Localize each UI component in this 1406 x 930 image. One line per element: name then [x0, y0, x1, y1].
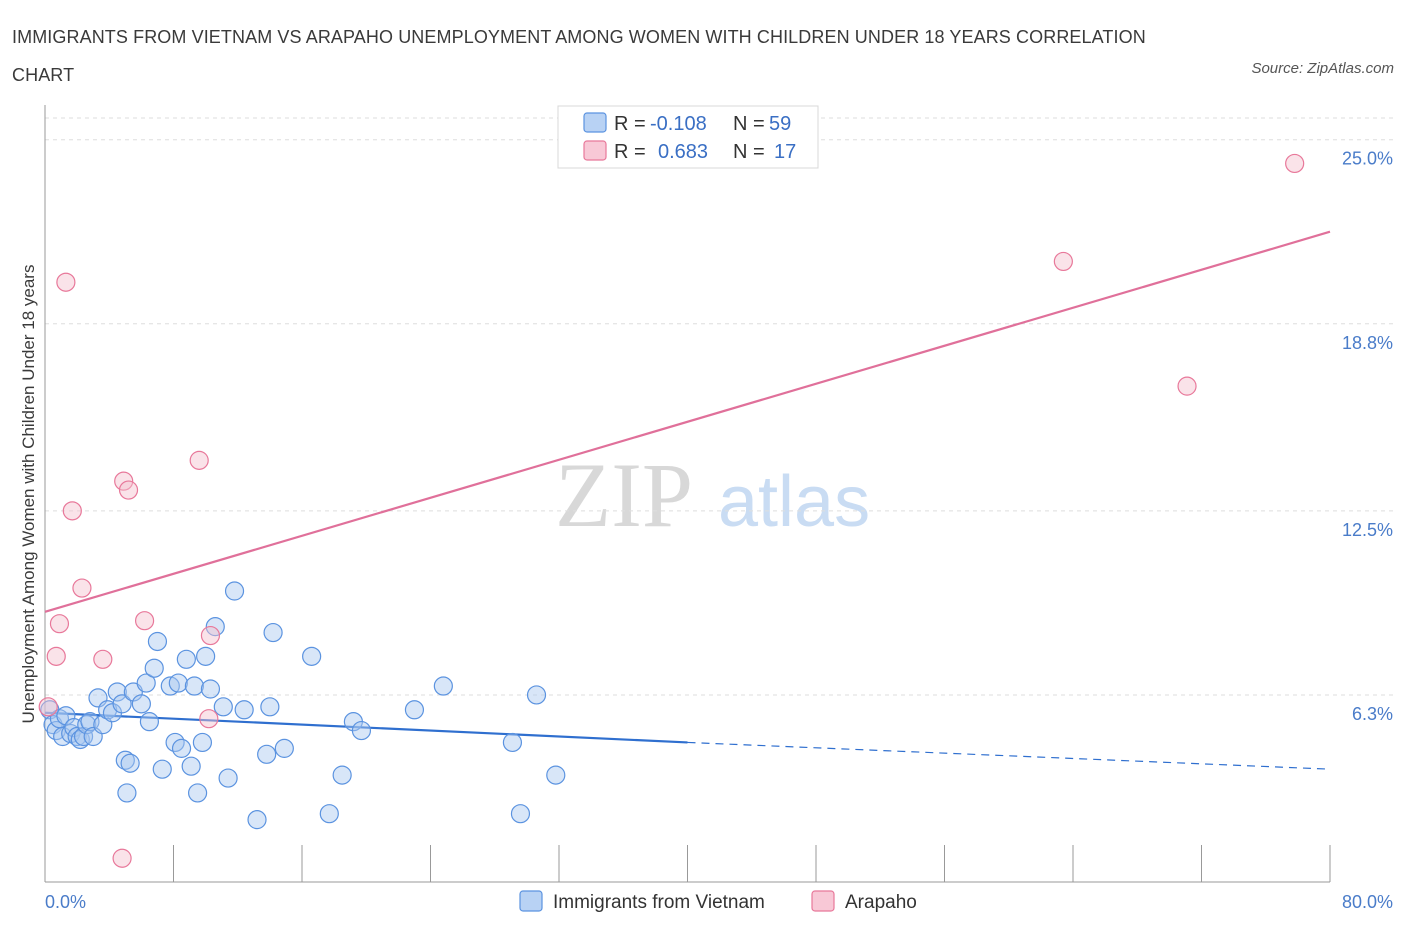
tick-labels: 6.3% 12.5% 18.8% 25.0% 0.0% 80.0% [45, 149, 1393, 912]
x-tick-label: 0.0% [45, 892, 86, 912]
legend-n-value-vietnam: 59 [769, 113, 791, 135]
point-vietnam [131, 694, 151, 714]
trend-line-arapaho [44, 230, 1331, 613]
point-arapaho [49, 614, 70, 634]
point-vietnam [257, 744, 277, 764]
point-vietnam [107, 682, 127, 702]
point-vietnam [263, 622, 283, 643]
correlation-legend: R = -0.108 N = 59 R = 0.683 N = 17 [557, 105, 819, 169]
point-vietnam [213, 697, 233, 717]
legend-r-value-vietnam: -0.108 [650, 113, 707, 135]
point-vietnam [144, 658, 164, 678]
point-vietnam [152, 759, 172, 779]
point-vietnam [302, 646, 322, 666]
point-arapaho [93, 649, 113, 669]
series-legend-label-arapaho: Arapaho [845, 892, 917, 913]
point-vietnam [117, 783, 137, 803]
point-arapaho [189, 450, 209, 470]
legend-r-value-arapaho: 0.683 [658, 141, 708, 163]
point-vietnam [181, 756, 201, 776]
point-arapaho [56, 272, 76, 292]
legend-r-label-arapaho: R = [614, 141, 646, 163]
series-legend-swatch-vietnam [519, 890, 543, 912]
point-arapaho [112, 848, 132, 868]
point-vietnam [247, 810, 267, 830]
point-vietnam [332, 765, 352, 785]
point-vietnam [510, 804, 531, 824]
point-arapaho [38, 697, 58, 717]
y-tick-label: 18.8% [1342, 333, 1393, 353]
gridlines [45, 117, 1395, 696]
legend-n-value-arapaho: 17 [774, 141, 796, 163]
point-arapaho [1053, 251, 1073, 272]
legend-swatch-arapaho [583, 140, 607, 161]
point-vietnam [171, 738, 192, 758]
point-vietnam [77, 715, 97, 735]
point-vietnam [184, 676, 204, 696]
point-vietnam [196, 646, 216, 666]
y-axis-label: Unemployment Among Women with Children U… [19, 265, 38, 724]
axes [44, 105, 1331, 883]
source-label: Source: ZipAtlas.com [1251, 60, 1394, 77]
y-tick-label: 25.0% [1342, 149, 1393, 169]
point-vietnam [139, 712, 160, 732]
trend-line-vietnam-extension [687, 741, 1331, 770]
legend-swatch-vietnam [583, 112, 607, 133]
point-vietnam [187, 783, 208, 803]
point-arapaho [1177, 376, 1197, 396]
point-vietnam [218, 768, 238, 788]
point-vietnam [526, 685, 547, 705]
point-vietnam [502, 732, 523, 753]
point-arapaho [1285, 153, 1305, 174]
point-vietnam [319, 804, 339, 824]
x-tick-label: 80.0% [1342, 892, 1393, 912]
data-points [38, 153, 1305, 868]
point-vietnam [351, 720, 372, 741]
chart-title: IMMIGRANTS FROM VIETNAM VS ARAPAHO UNEMP… [12, 27, 1146, 85]
trend-lines [44, 230, 1331, 770]
point-vietnam [120, 753, 140, 773]
point-vietnam [260, 697, 280, 717]
point-arapaho [46, 646, 66, 666]
point-vietnam [205, 617, 225, 637]
point-arapaho [72, 578, 92, 598]
legend-n-label-vietnam: N = [733, 113, 765, 135]
point-vietnam [234, 700, 254, 720]
series-legend: Immigrants from Vietnam Arapaho [519, 890, 917, 913]
watermark-zip: ZIP [555, 444, 693, 546]
point-vietnam [112, 694, 132, 714]
point-vietnam [176, 649, 196, 669]
point-vietnam [274, 738, 294, 758]
point-vietnam [147, 631, 168, 652]
trend-line-vietnam [44, 711, 688, 744]
point-arapaho [118, 480, 139, 500]
legend-n-label-arapaho: N = [733, 141, 765, 163]
point-vietnam [404, 700, 425, 720]
point-arapaho [134, 611, 155, 631]
point-arapaho [114, 471, 134, 491]
point-arapaho [199, 709, 219, 729]
point-vietnam [136, 673, 156, 693]
series-legend-swatch-arapaho [811, 890, 835, 912]
point-arapaho [62, 501, 82, 521]
point-arapaho [200, 625, 221, 646]
point-vietnam [224, 581, 245, 601]
point-vietnam [546, 765, 566, 785]
legend-r-label-vietnam: R = [614, 113, 646, 135]
y-tick-label: 12.5% [1342, 520, 1393, 540]
watermark-atlas: atlas [718, 462, 870, 542]
point-vietnam [433, 676, 453, 696]
y-tick-label: 6.3% [1352, 704, 1393, 724]
series-legend-label-vietnam: Immigrants from Vietnam [553, 892, 765, 913]
point-vietnam [192, 732, 213, 753]
point-vietnam [168, 673, 188, 693]
point-vietnam [200, 679, 221, 699]
